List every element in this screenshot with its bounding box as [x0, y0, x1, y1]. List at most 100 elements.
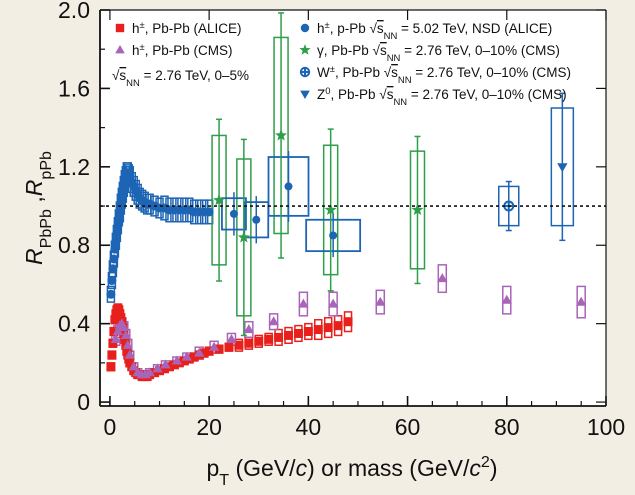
series-2-point: [107, 276, 117, 286]
series-2-point: [106, 289, 116, 299]
series-1-point: [128, 361, 139, 371]
legend-label-1-part: h: [132, 43, 140, 58]
extra-blue-point: [229, 209, 238, 218]
series-3-point: [237, 231, 250, 243]
series-0-point: [214, 344, 224, 354]
legend-label-1-part: ±: [140, 42, 145, 53]
series-1-point: [327, 298, 339, 308]
legend-label-0-part: h: [132, 21, 140, 36]
legend-note-part: NN: [126, 78, 140, 89]
legend-label-2: h±, p-Pb √sNN = 5.02 TeV, NSD (ALICE): [317, 20, 552, 42]
legend-label-1-part: , Pb-Pb (CMS): [145, 43, 233, 58]
legend-marker-3: [299, 44, 311, 55]
series-0-point: [110, 315, 120, 325]
legend-label-2-part: h: [317, 21, 325, 36]
series-1-point: [194, 347, 205, 357]
x-tick-label: 40: [296, 414, 322, 440]
y-tick-label: 1.2: [58, 154, 90, 180]
legend-label-5-part: √: [379, 87, 387, 102]
data-points: [106, 129, 587, 382]
axes: 0 20 40 60 80 100 0 0.4 0.8 1.2 1.6 2.0: [58, 0, 625, 440]
series-2-point: [111, 236, 121, 246]
series-0-point: [199, 348, 209, 358]
legend-label-4-part: W: [317, 65, 330, 80]
legend-label-5-part: = 2.76 TeV, 0–10% (CMS): [407, 87, 566, 102]
series-1-point: [243, 324, 254, 334]
x-axis-title: pT (GeV/c) or mass (GeV/c2): [206, 453, 497, 489]
series-2-point: [110, 244, 120, 254]
legend-label-1: h±, Pb-Pb (CMS): [132, 42, 232, 59]
legend-label-5-part: NN: [393, 97, 407, 108]
y-tick-label: 0: [77, 389, 90, 415]
series-2-point: [109, 254, 119, 264]
series-1-point: [181, 351, 192, 361]
series-1-point: [375, 296, 386, 306]
series-0-point: [150, 368, 160, 378]
y-axis-title-part: PbPb: [37, 209, 55, 248]
series-0-point: [293, 328, 303, 338]
series-0-point: [159, 364, 169, 374]
legend-label-4-part: , Pb-Pb: [335, 65, 384, 80]
legend-marker-5: [300, 90, 310, 100]
series-1-box: [328, 291, 338, 317]
series-2-point: [204, 207, 214, 217]
legend-label-2-part: s: [377, 21, 384, 36]
series-1-point: [576, 296, 587, 306]
y-tick-label: 2.0: [58, 0, 90, 23]
series-2-point: [108, 264, 118, 274]
series-0-point: [323, 323, 333, 333]
legend-label-4-part: √: [384, 65, 392, 80]
legend-marker-0: [115, 23, 125, 33]
series-3-point: [275, 129, 288, 141]
series-0-point: [333, 321, 343, 331]
x-tick-label: 100: [587, 414, 625, 440]
series-3-point: [324, 203, 337, 216]
legend-label-5-part: , Pb-Pb: [331, 87, 380, 102]
y-axis-title-part: R: [21, 248, 47, 265]
legend-label-5-part: Z: [317, 87, 325, 102]
series-1-point: [120, 330, 131, 340]
legend-label-2-part: √: [369, 21, 377, 36]
x-axis-title-part: 2: [481, 453, 490, 471]
series-0-point: [179, 356, 189, 366]
y-axis-title-group: RPbPb ,RpPb: [21, 151, 55, 265]
legend-note-part: = 2.76 TeV, 0–5%: [140, 68, 249, 83]
series-3-point: [411, 203, 424, 216]
legend-label-0: h±, Pb-Pb (ALICE): [132, 20, 241, 37]
legend-marker-1: [115, 44, 125, 54]
x-tick-label: 20: [196, 414, 222, 440]
series-0-point: [189, 352, 199, 362]
series-0-point: [284, 330, 294, 340]
x-tick-label: 0: [104, 414, 117, 440]
series-0-point: [119, 328, 129, 338]
legend-label-4-part: = 2.76 TeV, 0–10% (CMS): [412, 65, 571, 80]
legend-label-2-part: NN: [384, 31, 398, 42]
series-0-point: [303, 327, 313, 337]
legend-label-5: Z0, Pb-Pb √sNN = 2.76 TeV, 0–10% (CMS): [317, 86, 567, 108]
x-axis-title-part: T: [219, 471, 229, 489]
series-0-point: [120, 334, 130, 344]
series-1-point: [160, 359, 171, 369]
legend-note-part: s: [119, 68, 126, 83]
x-axis-title-part: c: [469, 455, 481, 481]
series-0-point: [108, 338, 118, 348]
legend-label-3-part: NN: [387, 53, 401, 64]
series-1-point: [112, 326, 124, 336]
series-0-point: [264, 334, 274, 344]
series-0-point: [343, 317, 353, 327]
series-1-point: [226, 333, 237, 343]
x-tick-label: 80: [494, 414, 520, 440]
y-tick-label: 0.4: [58, 311, 90, 337]
series-1-box: [576, 285, 586, 319]
series-0-point: [224, 342, 234, 352]
series-0-point: [109, 327, 119, 337]
legend-marker-2: [300, 23, 310, 33]
legend-label-3-part: √: [373, 43, 381, 58]
series-0-point: [204, 346, 214, 356]
legend-note-part: √: [112, 68, 120, 83]
series-1-point: [110, 333, 122, 343]
extra-blue-point: [252, 215, 261, 224]
series-0-point: [313, 325, 323, 335]
